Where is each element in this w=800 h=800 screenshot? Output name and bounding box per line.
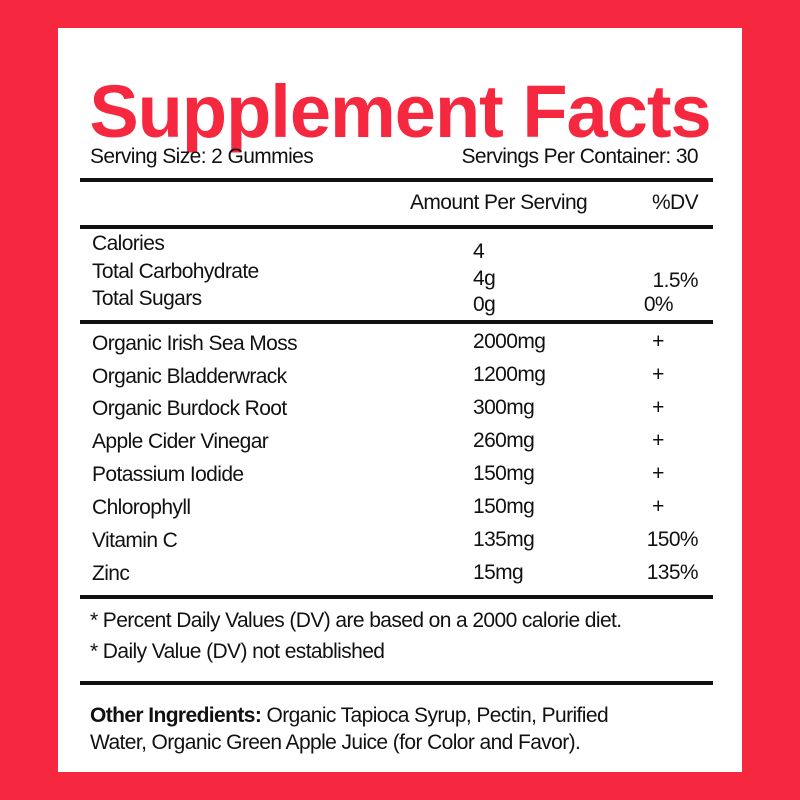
ingredient-name: Organic Irish Sea Moss <box>92 332 298 355</box>
basic-amount: 4g <box>473 267 496 290</box>
basic-name: Total Sugars <box>92 287 202 310</box>
basic-amount: 4 <box>473 240 485 263</box>
ingredient-dv: + <box>652 330 664 353</box>
other-ingredients-line2: Water, Organic Green Apple Juice (for Co… <box>90 731 581 754</box>
page-title: Supplement Facts <box>89 70 711 153</box>
ingredient-amount: 300mg <box>473 396 535 419</box>
other-ingredients-text: Organic Tapioca Syrup, Pectin, Purified <box>261 704 609 727</box>
servings-per-container: Servings Per Container: 30 <box>461 145 698 168</box>
other-ingredients-label: Other Ingredients: <box>90 704 262 727</box>
divider <box>80 595 713 599</box>
ingredient-dv: + <box>652 363 664 386</box>
ingredient-name: Organic Bladderwrack <box>92 365 287 388</box>
ingredient-dv: + <box>652 462 664 485</box>
basic-dv: 1.5% <box>652 269 699 292</box>
ingredient-dv: + <box>652 429 664 452</box>
ingredient-name: Apple Cider Vinegar <box>92 430 269 453</box>
basic-dv: 0% <box>643 293 674 316</box>
ingredient-amount: 135mg <box>473 528 535 551</box>
supplement-facts-panel: Supplement Facts Serving Size: 2 Gummies… <box>58 28 742 772</box>
ingredient-dv: 135% <box>646 561 699 584</box>
basic-name: Total Carbohydrate <box>92 260 259 283</box>
footnote: * Daily Value (DV) not established <box>90 640 385 663</box>
ingredient-amount: 15mg <box>473 561 524 584</box>
ingredient-name: Organic Burdock Root <box>92 397 287 420</box>
divider <box>80 320 713 324</box>
divider <box>80 178 713 182</box>
divider <box>80 225 713 229</box>
other-ingredients-line1: Other Ingredients: Organic Tapioca Syrup… <box>90 704 609 728</box>
ingredient-name: Zinc <box>92 562 130 585</box>
amount-header: Amount Per Serving <box>410 191 588 214</box>
ingredient-name: Chlorophyll <box>92 496 191 519</box>
ingredient-amount: 1200mg <box>473 363 546 386</box>
ingredient-name: Vitamin C <box>92 529 178 552</box>
serving-size: Serving Size: 2 Gummies <box>90 145 314 168</box>
ingredient-dv: 150% <box>646 528 699 551</box>
ingredient-amount: 2000mg <box>473 330 546 353</box>
footnote: * Percent Daily Values (DV) are based on… <box>90 609 622 632</box>
basic-name: Calories <box>92 232 165 255</box>
basic-amount: 0g <box>473 293 496 316</box>
ingredient-name: Potassium Iodide <box>92 463 244 486</box>
divider <box>80 681 713 685</box>
ingredient-amount: 150mg <box>473 495 535 518</box>
ingredient-amount: 260mg <box>473 429 535 452</box>
dv-header: %DV <box>651 191 699 214</box>
ingredient-dv: + <box>652 495 664 518</box>
ingredient-dv: + <box>652 396 664 419</box>
ingredient-amount: 150mg <box>473 462 535 485</box>
